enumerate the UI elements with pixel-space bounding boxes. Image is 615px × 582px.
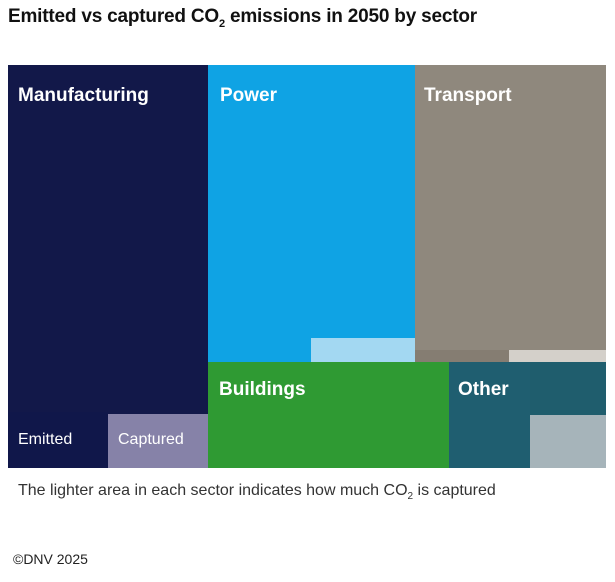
sector-label-other: Other [458, 379, 509, 400]
sector-transport-captured [509, 350, 606, 362]
note-text-end: is captured [413, 482, 496, 499]
sector-manufacturing [8, 65, 208, 468]
sector-power [208, 65, 415, 362]
sector-other-sub [530, 362, 606, 415]
title-text: Emitted vs captured CO [8, 6, 219, 27]
sector-manufacturing-captured [108, 414, 208, 468]
sector-buildings [208, 362, 449, 468]
sector-label-power: Power [220, 85, 278, 106]
sector-manufacturing-emitted [8, 412, 108, 468]
sector-power-captured [311, 338, 415, 362]
sector-transport [415, 65, 606, 362]
sector-label-manufacturing: Manufacturing [18, 85, 149, 106]
copyright: ©DNV 2025 [13, 551, 88, 567]
note-text: The lighter area in each sector indicate… [18, 482, 408, 499]
chart-title: Emitted vs captured CO2 emissions in 205… [8, 6, 477, 30]
title-subscript: 2 [218, 17, 225, 30]
sector-label-transport: Transport [424, 85, 512, 106]
sector-other-captured [530, 415, 606, 468]
sector-label-buildings: Buildings [219, 379, 306, 400]
sector-transport-band [415, 350, 509, 362]
title-text-end: emissions in 2050 by sector [224, 6, 477, 27]
chart-note: The lighter area in each sector indicate… [18, 482, 496, 502]
note-subscript: 2 [407, 491, 414, 503]
legend-emitted: Emitted [18, 431, 72, 448]
legend-captured: Captured [118, 431, 184, 448]
